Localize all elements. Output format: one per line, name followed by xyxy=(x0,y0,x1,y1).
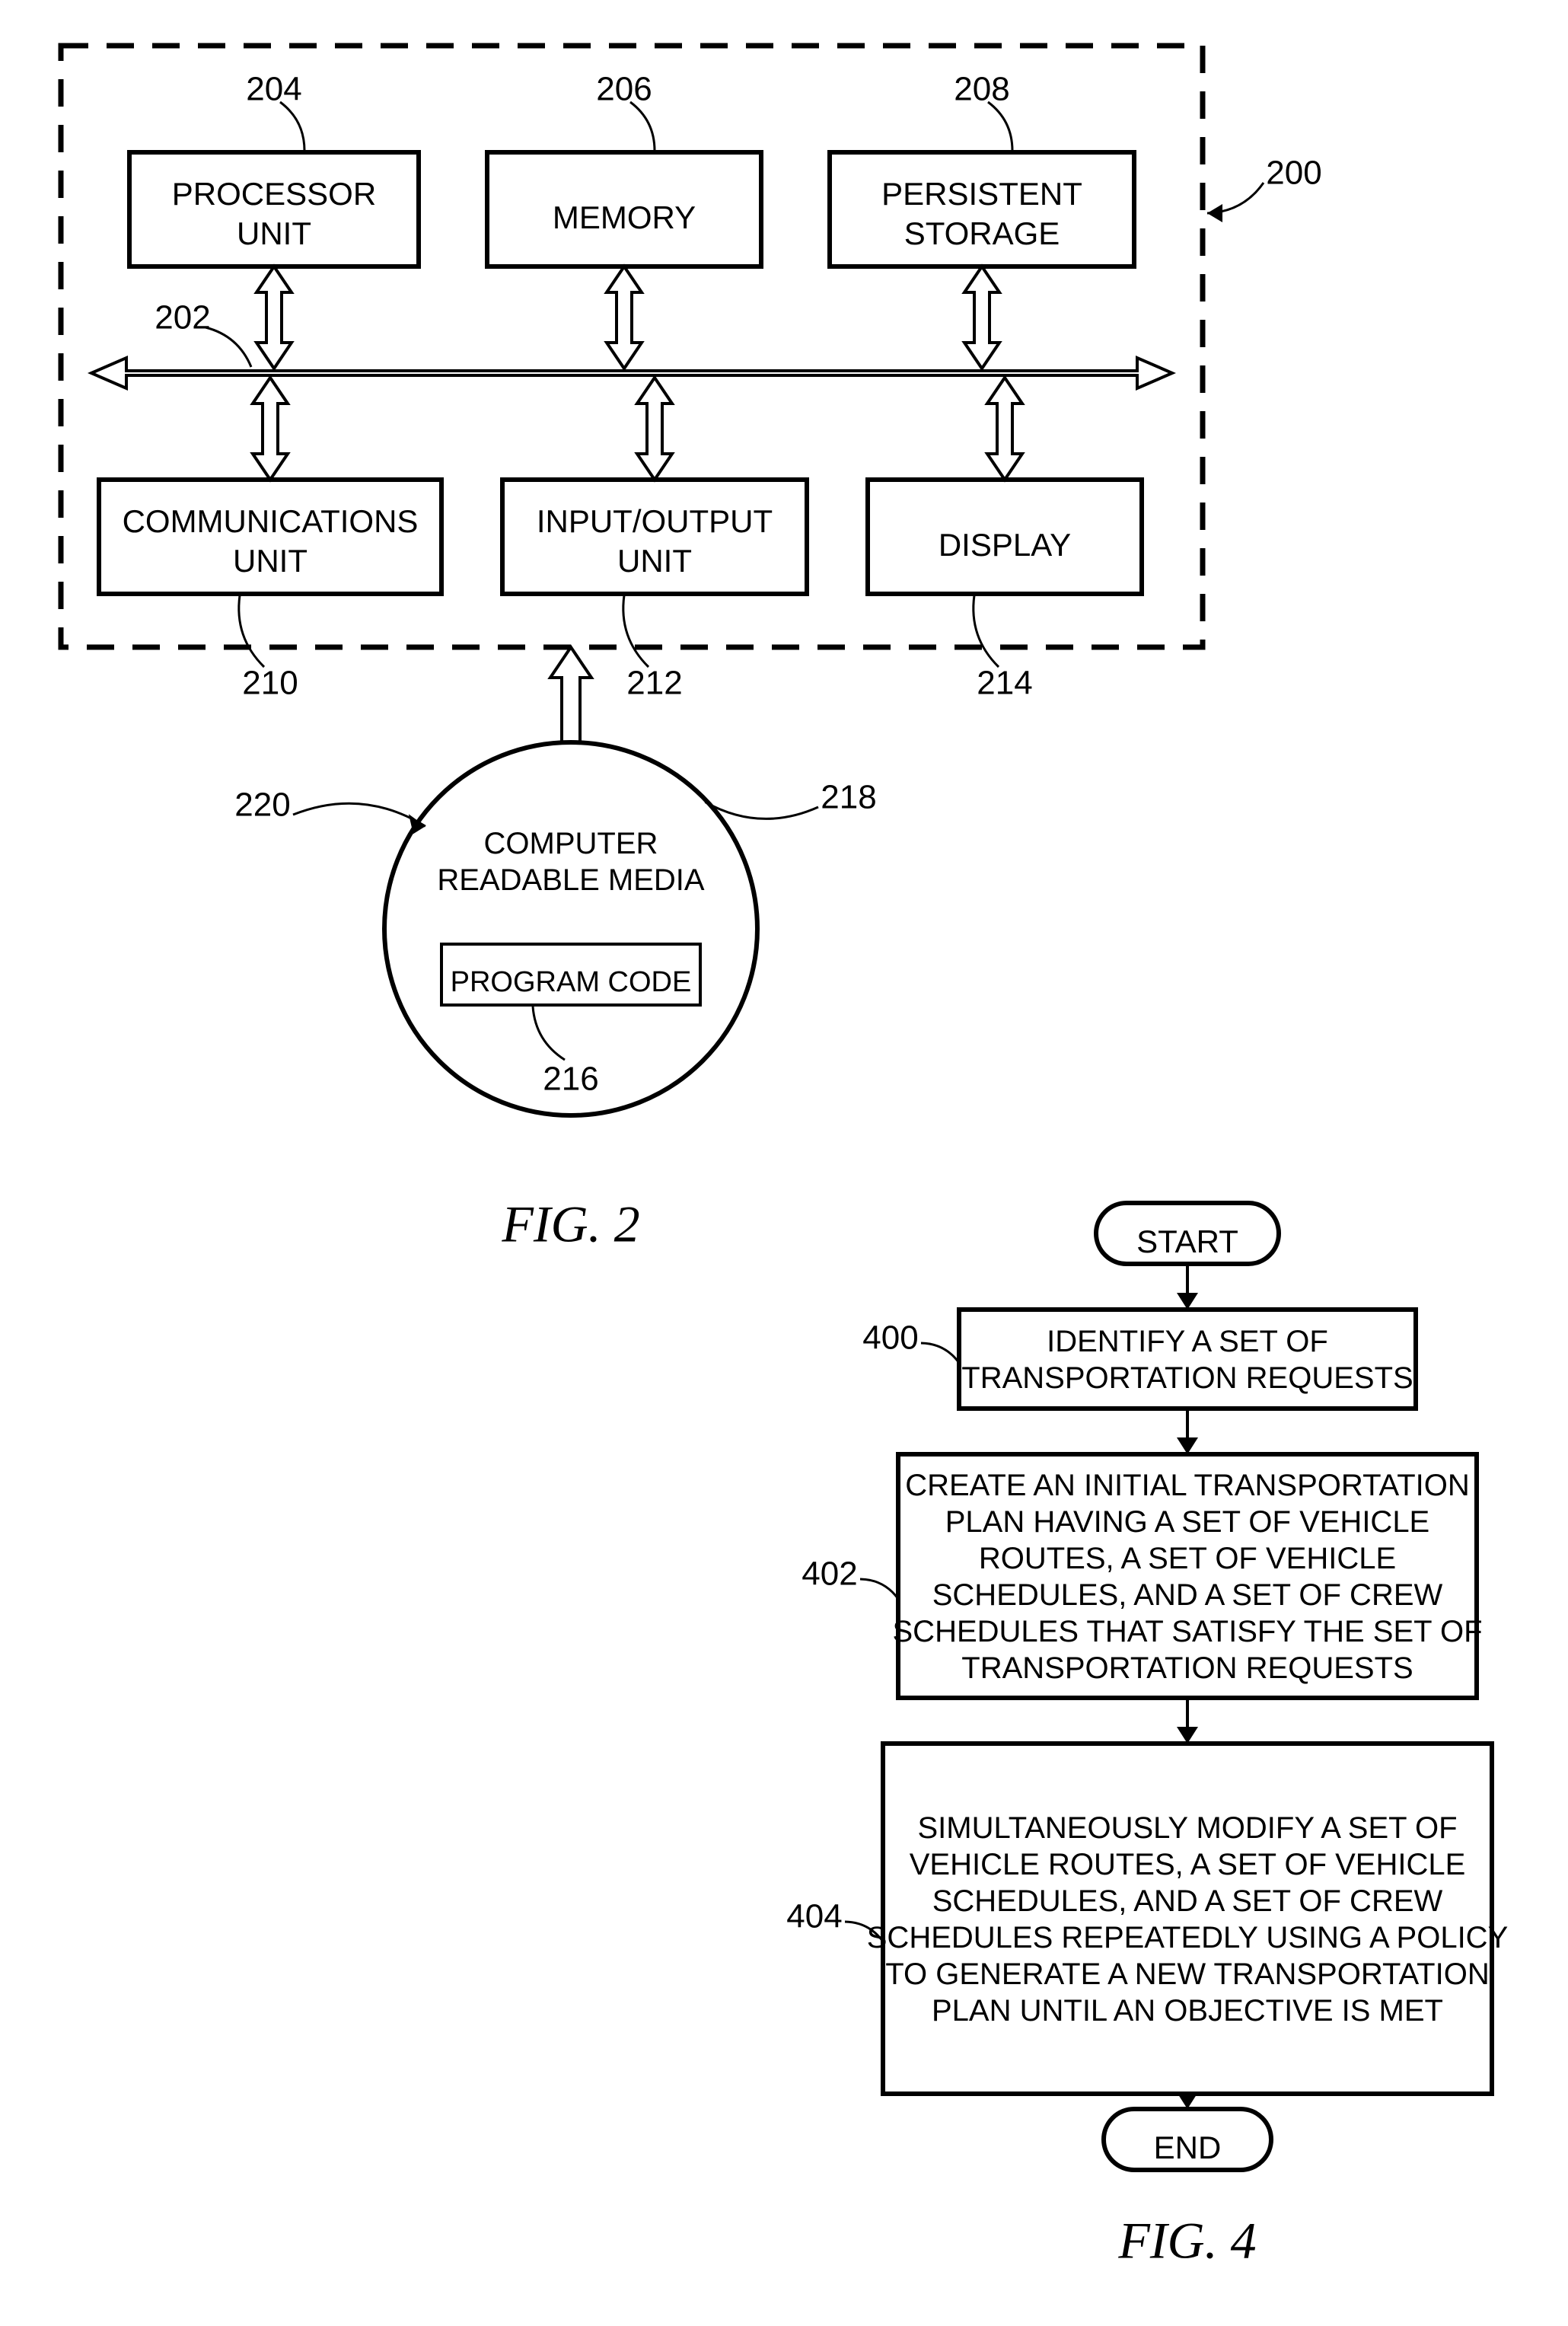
ref-218: 218 xyxy=(821,779,876,816)
display-label: DISPLAY xyxy=(939,527,1071,563)
ref-216: 216 xyxy=(543,1061,598,1098)
fig4-caption: FIG. 4 xyxy=(1117,2212,1256,2270)
svg-text:END: END xyxy=(1154,2130,1222,2165)
ref-214: 214 xyxy=(977,665,1032,702)
ref-404: 404 xyxy=(786,1898,842,1935)
fig4-flowchart: STARTIDENTIFY A SET OFTRANSPORTATION REQ… xyxy=(786,1203,1508,2270)
ref-202: 202 xyxy=(155,299,210,337)
ref-212: 212 xyxy=(626,665,682,702)
ref-210: 210 xyxy=(242,665,298,702)
ref-200: 200 xyxy=(1266,155,1321,192)
svg-text:START: START xyxy=(1136,1224,1238,1259)
memory-label: MEMORY xyxy=(553,199,696,235)
ref-400: 400 xyxy=(862,1319,918,1357)
ref-402: 402 xyxy=(802,1555,857,1593)
ref-204: 204 xyxy=(246,71,301,108)
computer-readable-media xyxy=(384,742,757,1115)
ref-220: 220 xyxy=(234,787,290,824)
ref-206: 206 xyxy=(596,71,652,108)
fig2-diagram: 200PROCESSORUNITMEMORYPERSISTENTSTORAGE2… xyxy=(61,46,1322,1253)
program-code-label: PROGRAM CODE xyxy=(451,966,692,998)
ref-208: 208 xyxy=(954,71,1009,108)
fig2-caption: FIG. 2 xyxy=(501,1195,639,1253)
